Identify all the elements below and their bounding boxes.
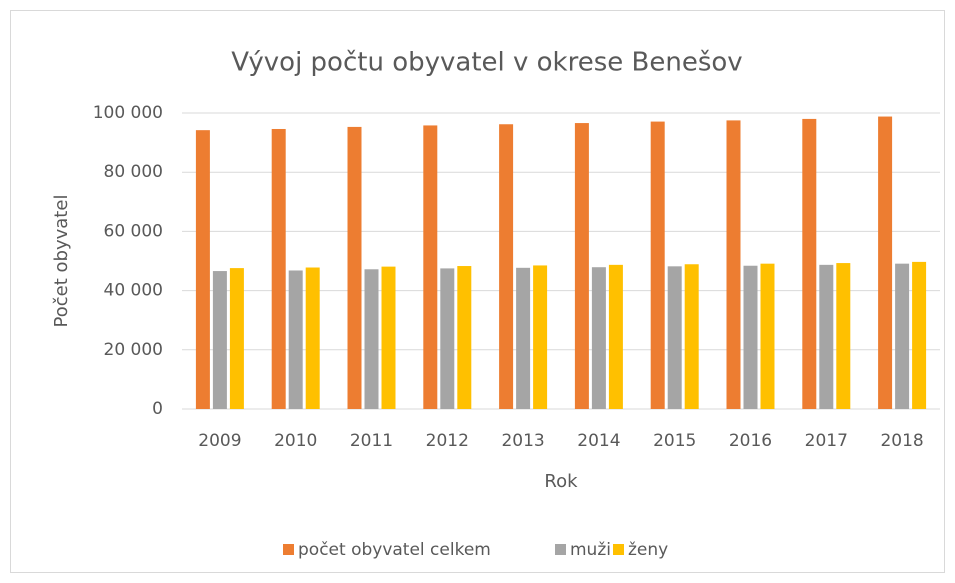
legend-swatch — [555, 544, 566, 555]
x-tick-label: 2015 — [653, 431, 696, 451]
bar — [347, 126, 362, 410]
x-axis-label: Rok — [544, 471, 578, 492]
y-tick-label: 0 — [152, 399, 163, 419]
bar — [457, 266, 472, 409]
y-tick-label: 20 000 — [104, 340, 163, 360]
legend-label: muži — [570, 540, 611, 560]
bar — [305, 267, 320, 409]
y-tick-label: 40 000 — [104, 281, 163, 301]
x-tick-label: 2010 — [274, 431, 317, 451]
bar — [650, 121, 665, 410]
bar — [878, 116, 893, 409]
bar — [743, 265, 758, 409]
y-tick-label: 80 000 — [104, 162, 163, 182]
x-tick-label: 2016 — [729, 431, 772, 451]
bar — [608, 264, 623, 409]
bar — [912, 261, 927, 409]
bar — [819, 264, 834, 409]
bar — [533, 265, 548, 409]
bar — [440, 268, 455, 409]
legend-label: ženy — [628, 540, 668, 560]
bar — [381, 266, 396, 409]
bar — [574, 123, 589, 410]
x-tick-label: 2009 — [198, 431, 241, 451]
chart-title: Vývoj počtu obyvatel v okrese Benešov — [231, 48, 742, 78]
bar — [499, 124, 514, 410]
bar — [229, 268, 244, 409]
x-tick-label: 2014 — [577, 431, 620, 451]
bar — [423, 125, 438, 409]
legend-swatch — [283, 544, 294, 555]
bar — [271, 128, 286, 409]
bar — [516, 267, 531, 409]
bar — [364, 269, 379, 409]
y-tick-label: 100 000 — [93, 103, 163, 123]
bar — [195, 130, 210, 409]
bar — [760, 263, 775, 409]
x-tick-label: 2018 — [880, 431, 923, 451]
y-tick-label: 60 000 — [104, 221, 163, 241]
legend-label: počet obyvatel celkem — [298, 540, 491, 560]
x-tick-label: 2017 — [805, 431, 848, 451]
chart-frame — [10, 10, 945, 573]
x-tick-label: 2013 — [501, 431, 544, 451]
x-tick-label: 2012 — [426, 431, 469, 451]
bar — [895, 263, 910, 409]
bar — [836, 263, 851, 409]
bar — [667, 266, 682, 409]
x-tick-label: 2011 — [350, 431, 393, 451]
bar — [802, 118, 817, 410]
bar — [726, 120, 741, 410]
bar — [212, 271, 227, 409]
legend-swatch — [613, 544, 624, 555]
bar — [591, 267, 606, 409]
bar — [684, 264, 699, 409]
bar — [288, 270, 303, 409]
y-axis-label: Počet obyvatel — [51, 195, 72, 328]
